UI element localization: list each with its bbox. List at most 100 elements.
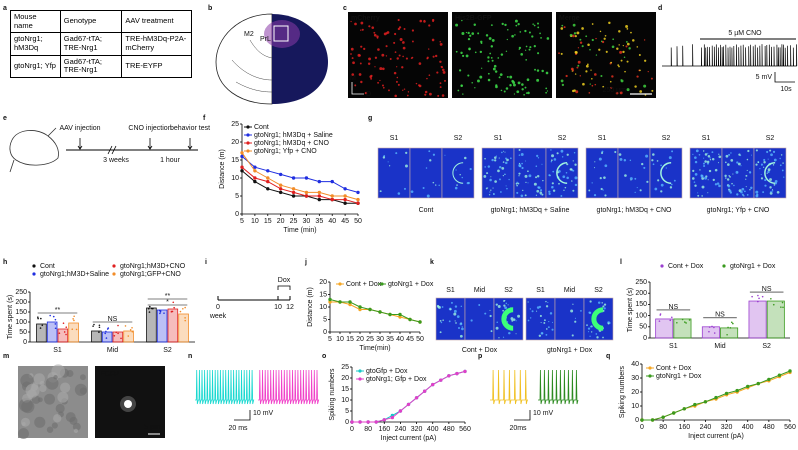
cell: [620, 59, 623, 62]
cell: [402, 41, 405, 44]
track-spot: [630, 179, 632, 181]
panel-label: a: [3, 5, 7, 12]
track-spot: [551, 328, 554, 331]
track-spot: [774, 180, 778, 183]
track-spot: [493, 156, 497, 159]
cell: [399, 38, 403, 41]
cell: [364, 91, 368, 95]
sample-dot: [658, 320, 661, 322]
cell: [381, 84, 384, 87]
track-spot: [646, 180, 649, 183]
channel-label: EGFP: [100, 371, 119, 378]
cell: [589, 48, 591, 51]
y-tick-label: 200: [15, 299, 27, 306]
x-tick-label: 0: [350, 426, 354, 433]
cell: [517, 23, 520, 26]
sample-dot: [713, 332, 716, 334]
y-tick-label: 20: [319, 279, 327, 286]
cell: [415, 82, 418, 85]
legend-label: gtoNrg1;hM3D+CNO: [120, 263, 186, 270]
track-spot: [624, 174, 627, 177]
cell: [439, 41, 441, 43]
cell: [501, 22, 504, 26]
track-spot: [607, 322, 610, 325]
significance-label: **: [165, 293, 171, 300]
track-spot: [484, 312, 487, 315]
cell: [591, 77, 593, 80]
texture: [20, 417, 30, 427]
cell: [560, 52, 563, 55]
cell: [403, 27, 406, 30]
x-tick-label: 20: [277, 218, 285, 225]
cell: [385, 55, 388, 57]
x-tick-label: 35: [315, 218, 323, 225]
timeline-break: [107, 145, 117, 155]
data-point: [291, 190, 296, 195]
y-tick-label: 250: [15, 289, 27, 296]
track-spot: [504, 173, 506, 175]
panel-label: i: [205, 259, 207, 266]
track-spot: [454, 320, 456, 322]
cell: [618, 44, 620, 46]
track-spot: [525, 181, 527, 183]
track-spot: [502, 150, 505, 152]
cell: [521, 83, 524, 86]
track-spot: [478, 304, 481, 306]
cell: [541, 69, 544, 73]
scale-label: 10 mV: [253, 410, 274, 417]
track-spot: [505, 161, 508, 165]
cell: [590, 69, 592, 71]
zone-label: S2: [594, 287, 603, 294]
cell: [577, 64, 580, 67]
track-spot: [547, 326, 550, 329]
track-spot: [670, 183, 673, 186]
data-point: [330, 197, 334, 202]
cell: [398, 26, 402, 29]
y-tick-label: 15: [319, 291, 327, 298]
track-spot: [537, 186, 541, 189]
cell: [625, 40, 628, 43]
cell: [487, 72, 490, 75]
track-spot: [714, 183, 718, 186]
track-spot: [614, 150, 617, 154]
track-spot: [535, 165, 538, 167]
texture: [21, 400, 35, 414]
track-spot: [706, 162, 710, 165]
cell: [582, 82, 585, 86]
cell: [360, 80, 363, 84]
track-spot: [600, 187, 603, 191]
data-point: [317, 197, 322, 202]
cell: [393, 41, 396, 44]
cell: [495, 84, 498, 87]
track-spot: [746, 194, 749, 196]
sample-dot: [713, 326, 715, 329]
track-spot: [767, 158, 769, 160]
track-spot: [740, 190, 743, 194]
cell: [539, 32, 541, 35]
cell: [558, 52, 560, 55]
sample-dot: [147, 307, 150, 310]
data-point: [714, 395, 718, 400]
sample-dot: [98, 331, 100, 333]
cell: [351, 57, 354, 60]
cell: [381, 67, 385, 71]
cell: [397, 83, 400, 86]
cell: [560, 27, 564, 30]
data-point: [374, 420, 378, 424]
voltage-trace: [662, 44, 798, 67]
y-tick-label: 0: [345, 419, 349, 426]
texture: [45, 377, 59, 390]
sample-dot: [63, 331, 66, 333]
track-spot: [548, 174, 551, 177]
legend-label: gtoNrg1;hM3D+Saline: [40, 271, 109, 278]
track-spot: [700, 174, 703, 177]
track-spot: [703, 157, 705, 159]
cell: [393, 71, 397, 75]
track-spot: [665, 167, 667, 169]
track-spot: [489, 178, 492, 182]
track-spot: [636, 187, 638, 189]
cell: [521, 88, 524, 91]
cell: [396, 76, 399, 79]
cage-track: [591, 307, 604, 331]
legend-label: gtoNrg1; Gfp + Dox: [366, 376, 427, 383]
